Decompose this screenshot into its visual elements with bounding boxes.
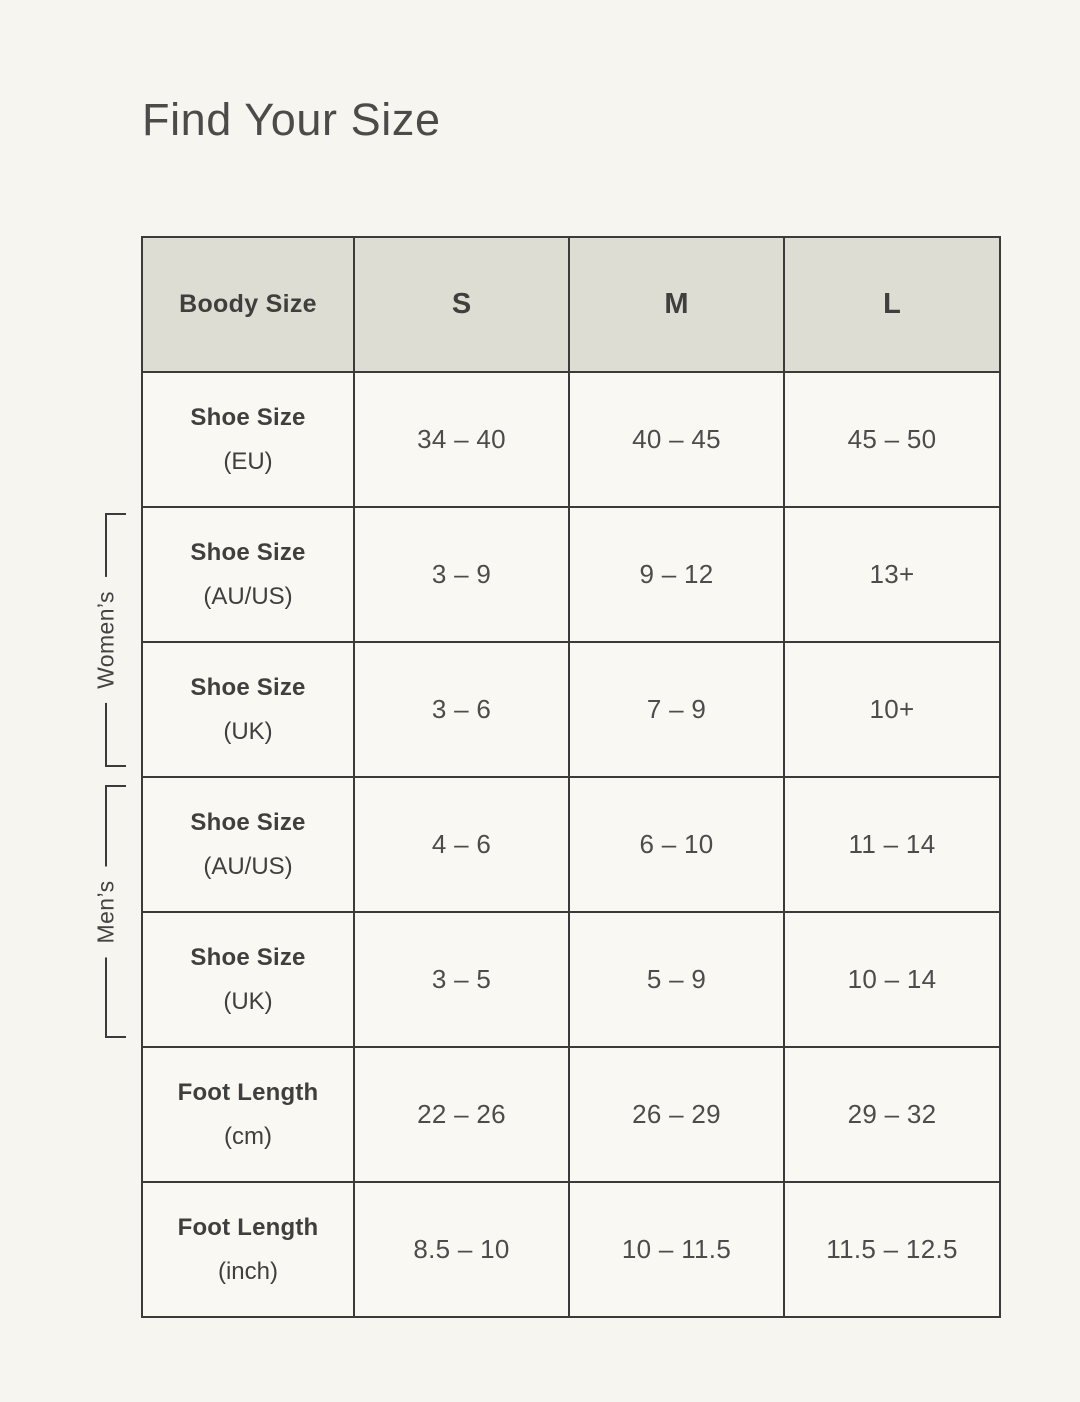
cell-value: 45 – 50	[783, 371, 1001, 508]
row-label-main: Shoe Size	[190, 808, 306, 836]
header-cell-boody-size: Boody Size	[141, 236, 355, 373]
row-label-sub: (UK)	[223, 987, 273, 1015]
header-cell-size-s: S	[353, 236, 570, 373]
cell-value: 5 – 9	[568, 911, 785, 1048]
mens-group-bracket: Men’s	[92, 785, 126, 1038]
row-label-main: Shoe Size	[190, 673, 306, 701]
row-label-sub: (AU/US)	[203, 582, 293, 610]
cell-value: 11 – 14	[783, 776, 1001, 913]
size-chart-table: Boody Size S M L Shoe Size (EU) 34 – 40 …	[141, 236, 1001, 1318]
row-label-sub: (EU)	[223, 447, 273, 475]
row-label: Shoe Size (AU/US)	[141, 506, 355, 643]
cell-value: 13+	[783, 506, 1001, 643]
table-row-mens-shoe-size-auus: Shoe Size (AU/US) 4 – 6 6 – 10 11 – 14	[141, 776, 1001, 913]
cell-value: 9 – 12	[568, 506, 785, 643]
cell-value: 3 – 6	[353, 641, 570, 778]
row-label-main: Foot Length	[177, 1213, 319, 1241]
table-row-womens-shoe-size-uk: Shoe Size (UK) 3 – 6 7 – 9 10+	[141, 641, 1001, 778]
cell-value: 10+	[783, 641, 1001, 778]
row-label-sub: (AU/US)	[203, 852, 293, 880]
row-label-main: Shoe Size	[190, 538, 306, 566]
womens-group-bracket: Women’s	[92, 513, 126, 767]
cell-value: 6 – 10	[568, 776, 785, 913]
table-row-shoe-size-eu: Shoe Size (EU) 34 – 40 40 – 45 45 – 50	[141, 371, 1001, 508]
table-row-womens-shoe-size-auus: Shoe Size (AU/US) 3 – 9 9 – 12 13+	[141, 506, 1001, 643]
table-row-mens-shoe-size-uk: Shoe Size (UK) 3 – 5 5 – 9 10 – 14	[141, 911, 1001, 1048]
row-label: Shoe Size (EU)	[141, 371, 355, 508]
mens-group-label: Men’s	[92, 866, 120, 957]
cell-value: 4 – 6	[353, 776, 570, 913]
row-label: Foot Length (cm)	[141, 1046, 355, 1183]
cell-value: 7 – 9	[568, 641, 785, 778]
row-label-sub: (inch)	[217, 1257, 278, 1285]
cell-value: 11.5 – 12.5	[783, 1181, 1001, 1318]
womens-group-label: Women’s	[92, 577, 120, 703]
cell-value: 34 – 40	[353, 371, 570, 508]
row-label-main: Shoe Size	[190, 403, 306, 431]
table-row-foot-length-cm: Foot Length (cm) 22 – 26 26 – 29 29 – 32	[141, 1046, 1001, 1183]
cell-value: 10 – 11.5	[568, 1181, 785, 1318]
header-cell-size-l: L	[783, 236, 1001, 373]
page-title: Find Your Size	[142, 94, 441, 145]
row-label-sub: (cm)	[224, 1122, 272, 1150]
table-row-foot-length-inch: Foot Length (inch) 8.5 – 10 10 – 11.5 11…	[141, 1181, 1001, 1318]
row-label-main: Foot Length	[177, 1078, 319, 1106]
header-row: Boody Size S M L	[141, 236, 1001, 373]
cell-value: 22 – 26	[353, 1046, 570, 1183]
cell-value: 26 – 29	[568, 1046, 785, 1183]
cell-value: 10 – 14	[783, 911, 1001, 1048]
row-label: Shoe Size (AU/US)	[141, 776, 355, 913]
row-label: Foot Length (inch)	[141, 1181, 355, 1318]
row-label-main: Shoe Size	[190, 943, 306, 971]
cell-value: 3 – 9	[353, 506, 570, 643]
cell-value: 8.5 – 10	[353, 1181, 570, 1318]
row-label-sub: (UK)	[223, 717, 273, 745]
row-label: Shoe Size (UK)	[141, 911, 355, 1048]
header-cell-size-m: M	[568, 236, 785, 373]
cell-value: 40 – 45	[568, 371, 785, 508]
cell-value: 3 – 5	[353, 911, 570, 1048]
cell-value: 29 – 32	[783, 1046, 1001, 1183]
row-label: Shoe Size (UK)	[141, 641, 355, 778]
